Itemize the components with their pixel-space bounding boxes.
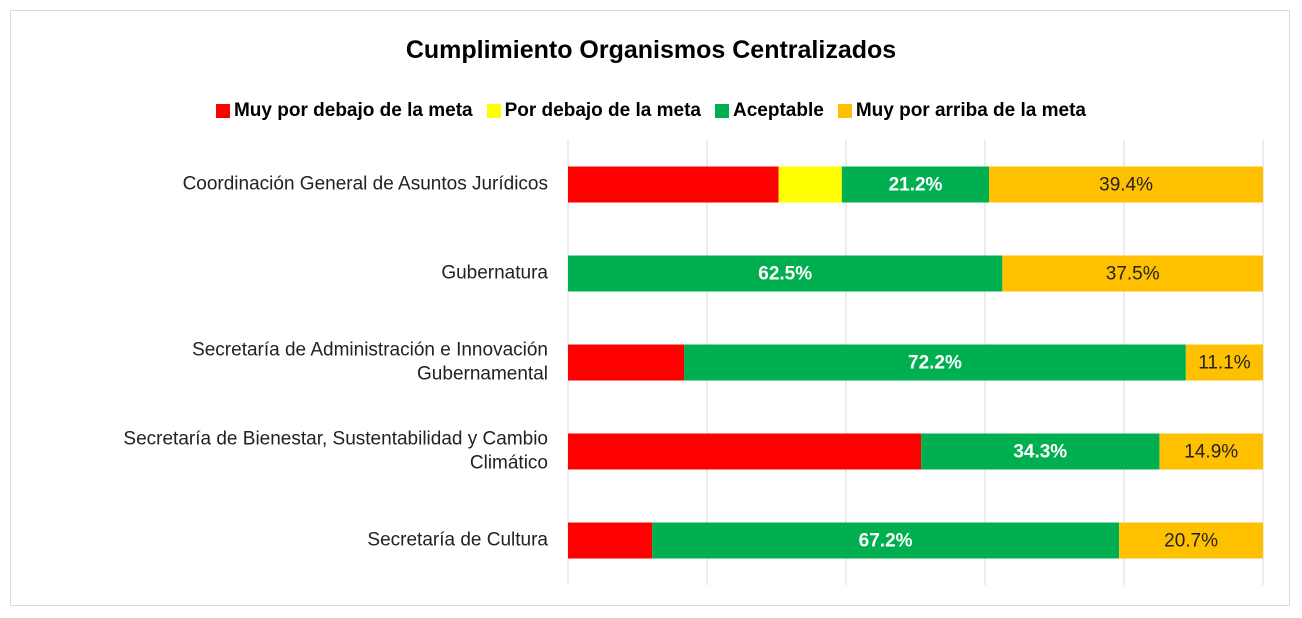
y-tick-label: Coordinación General de Asuntos Jurídico…	[182, 173, 548, 195]
bar-segment	[568, 166, 779, 203]
legend: Muy por debajo de la meta Por debajo de l…	[0, 100, 1302, 122]
y-tick-label: Gubernatura	[441, 262, 548, 284]
bar-segment	[568, 344, 685, 381]
y-tick-label: Secretaría de Administración e Innovació…	[192, 338, 548, 385]
bar-segment	[568, 255, 1003, 292]
y-tick-label: Secretaría de Cultura	[367, 529, 548, 551]
bar-segment	[684, 344, 1186, 381]
data-label: 34.3%	[1013, 442, 1067, 463]
bar-segment	[989, 166, 1263, 203]
bar-segment	[1159, 433, 1263, 470]
chart-frame	[10, 10, 1290, 606]
bar-segment	[568, 522, 653, 559]
bar-segment	[1002, 255, 1263, 292]
data-label: 37.5%	[1106, 264, 1160, 285]
legend-item: Muy por debajo de la meta	[215, 100, 473, 122]
bar-segment	[841, 166, 990, 203]
legend-label: Muy por debajo de la meta	[233, 100, 473, 121]
bar-segment	[568, 433, 922, 470]
data-label: 67.2%	[859, 531, 913, 552]
data-label: 20.7%	[1164, 531, 1218, 552]
data-label: 14.9%	[1184, 442, 1238, 463]
data-label: 72.2%	[908, 353, 962, 374]
bar-segment	[1119, 522, 1263, 559]
legend-swatch	[215, 104, 230, 118]
data-label: 62.5%	[758, 264, 812, 285]
legend-swatch	[837, 104, 852, 118]
bar-segment	[652, 522, 1120, 559]
legend-swatch	[486, 104, 501, 118]
chart-title: Cumplimiento Organismos Centralizados	[405, 36, 897, 64]
bar-segment	[921, 433, 1160, 470]
bar-segment	[1185, 344, 1263, 381]
legend-label: Muy por arriba de la meta	[855, 100, 1086, 121]
data-label: 39.4%	[1099, 175, 1153, 196]
legend-label: Aceptable	[733, 100, 824, 121]
legend-item: Muy por arriba de la meta	[837, 100, 1086, 122]
data-label: 11.1%	[1198, 353, 1251, 374]
bar-segment	[778, 166, 842, 203]
legend-item: Aceptable	[715, 100, 824, 122]
legend-label: Por debajo de la meta	[504, 100, 701, 121]
legend-swatch	[715, 104, 729, 118]
legend-item: Por debajo de la meta	[486, 100, 701, 122]
data-label: 21.2%	[889, 175, 943, 196]
y-tick-label: Secretaría de Bienestar, Sustentabilidad…	[123, 427, 548, 474]
